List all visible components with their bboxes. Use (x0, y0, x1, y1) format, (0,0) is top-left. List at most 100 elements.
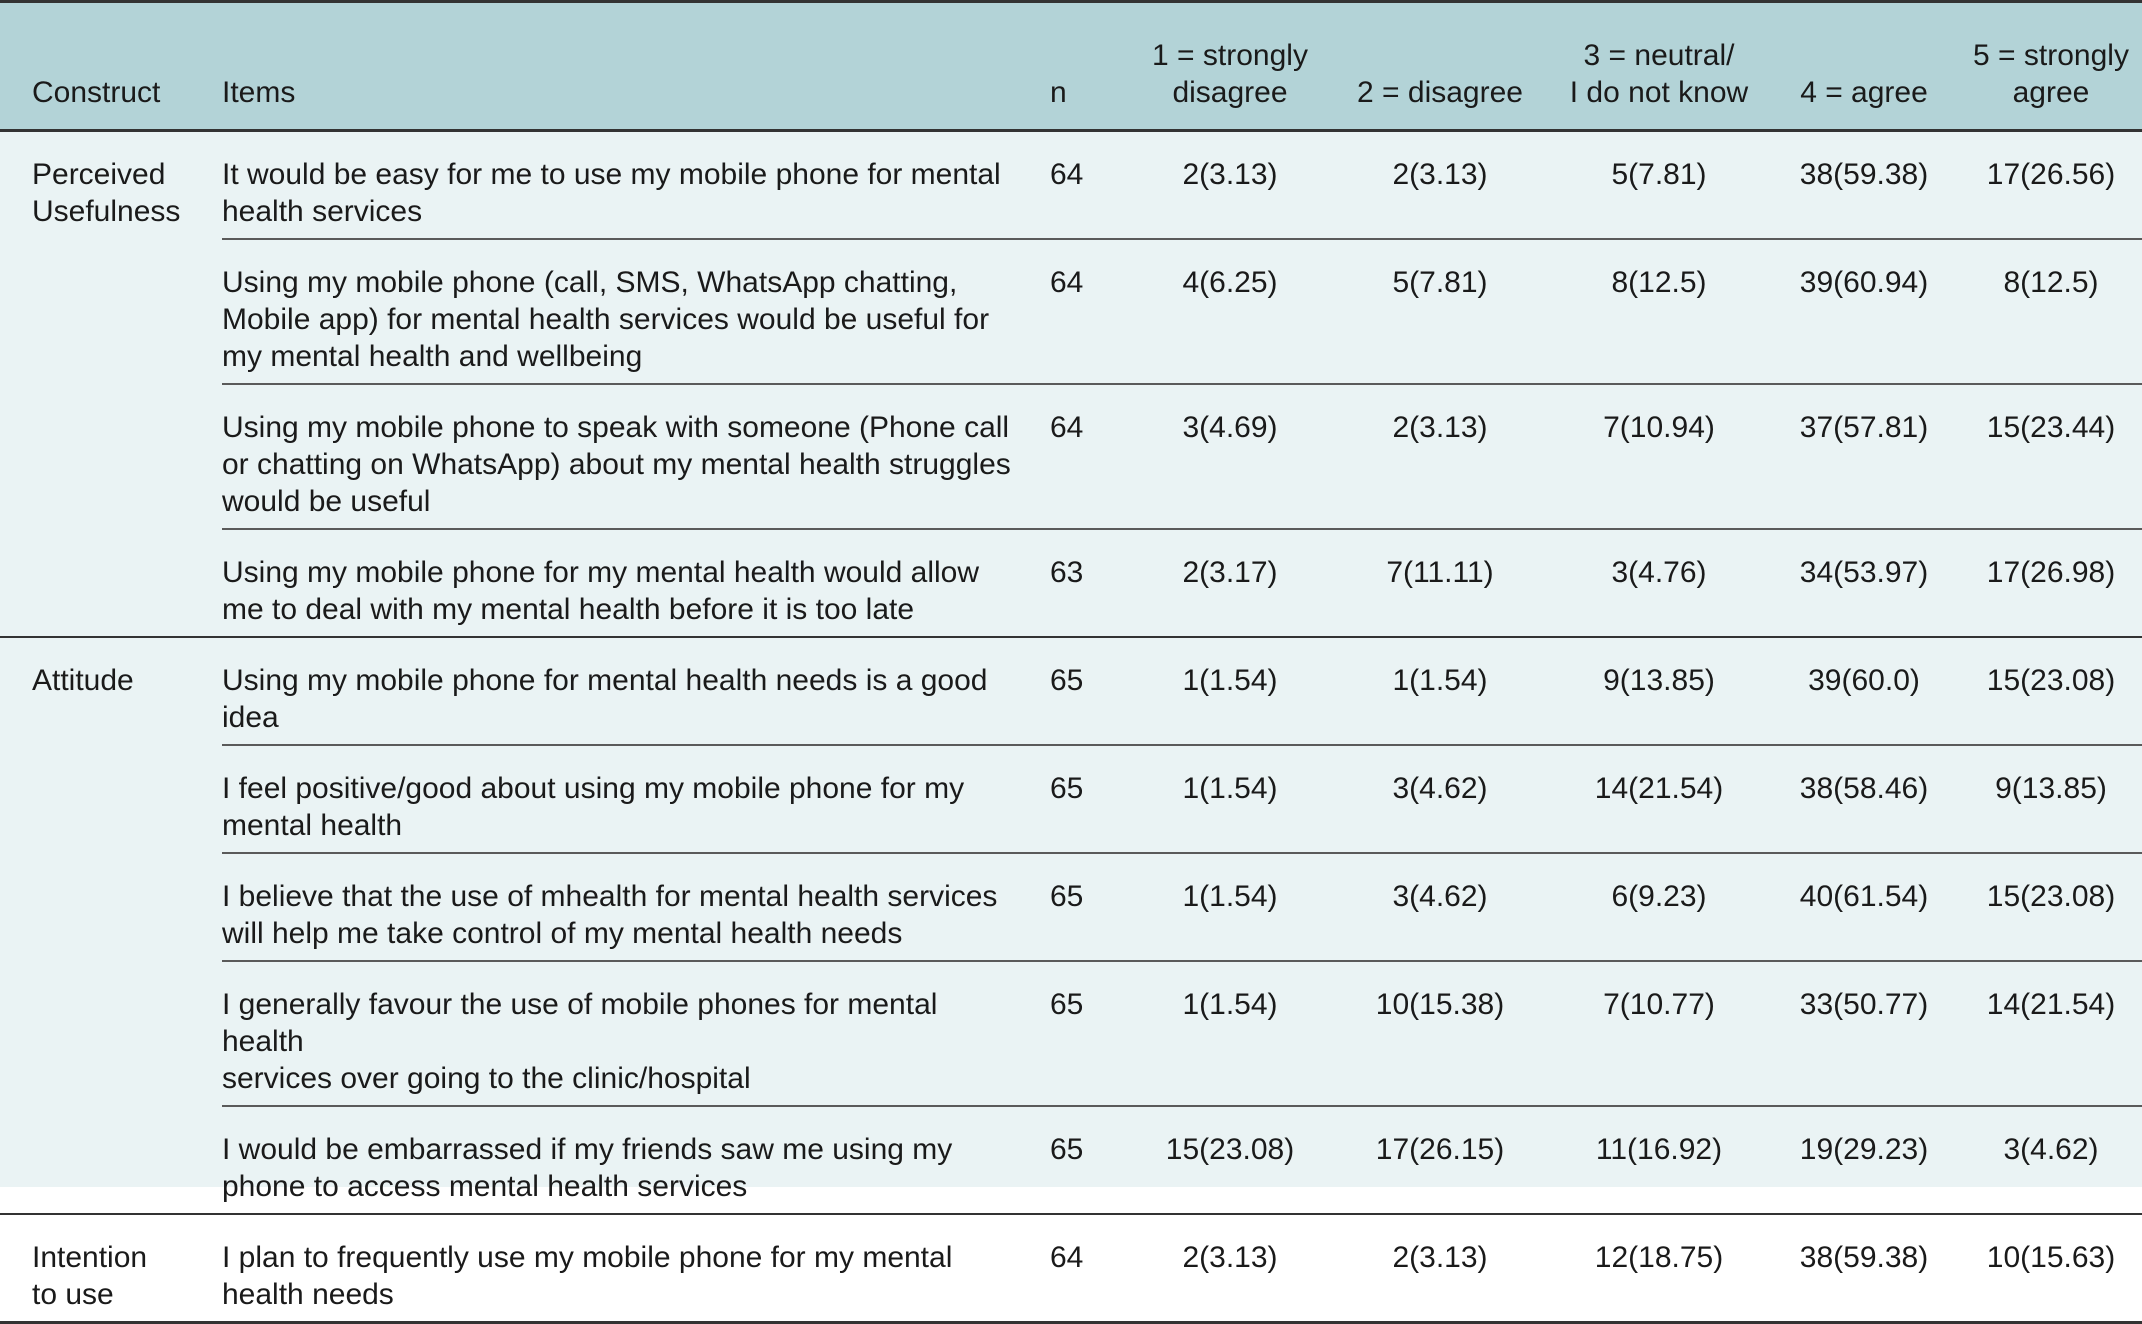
header-neutral: 3 = neutral/ I do not know (1550, 0, 1768, 132)
value-disagree: 10(15.38) (1330, 960, 1550, 1106)
value-neutral: 6(9.23) (1550, 852, 1768, 961)
value-strongly-agree: 3(4.62) (1960, 1105, 2142, 1214)
value-strongly-disagree: 3(4.69) (1130, 383, 1330, 529)
header-strongly-agree: 5 = strongly agree (1960, 0, 2142, 132)
header-neutral-line2: I do not know (1569, 76, 1749, 109)
item-cell: Using my mobile phone (call, SMS, WhatsA… (222, 238, 1050, 384)
item-line: mental health (222, 809, 403, 842)
n-cell: 64 (1050, 129, 1130, 239)
value-agree: 38(59.38) (1768, 1213, 1960, 1324)
item-line: me to deal with my mental health before … (222, 593, 915, 626)
header-strongly-agree-line2: agree (2012, 76, 2090, 109)
value-strongly-disagree: 1(1.54) (1130, 636, 1330, 745)
item-line: I plan to frequently use my mobile phone… (222, 1241, 953, 1274)
construct-label-line: Attitude (32, 664, 134, 697)
value-disagree: 17(26.15) (1330, 1105, 1550, 1214)
item-line: Using my mobile phone (call, SMS, WhatsA… (222, 266, 958, 299)
table-row: I generally favour the use of mobile pho… (0, 960, 2142, 1106)
value-neutral: 11(16.92) (1550, 1105, 1768, 1214)
table-row: I would be embarrassed if my friends saw… (0, 1105, 2142, 1214)
value-disagree: 2(3.13) (1330, 383, 1550, 529)
item-cell: I generally favour the use of mobile pho… (222, 960, 1050, 1106)
header-neutral-line1: 3 = neutral/ (1583, 39, 1735, 72)
value-neutral: 12(18.75) (1550, 1213, 1768, 1324)
table-row: Attitude Using my mobile phone for menta… (0, 636, 2142, 1214)
header-strongly-disagree: 1 = strongly disagree (1130, 0, 1330, 132)
value-disagree: 3(4.62) (1330, 852, 1550, 961)
value-strongly-agree: 17(26.56) (1960, 129, 2142, 239)
header-strongly-disagree-line2: disagree (1172, 76, 1288, 109)
value-agree: 38(59.38) (1768, 129, 1960, 239)
item-cell: It would be easy for me to use my mobile… (222, 129, 1050, 239)
value-strongly-agree: 14(21.54) (1960, 960, 2142, 1106)
n-cell: 64 (1050, 238, 1130, 384)
item-cell: I would be embarrassed if my friends saw… (222, 1105, 1050, 1214)
item-line: I believe that the use of mhealth for me… (222, 880, 998, 913)
value-neutral: 7(10.94) (1550, 383, 1768, 529)
item-cell: I plan to frequently use my mobile phone… (222, 1213, 1050, 1324)
header-row: Construct Items n 1 = strongly disagree … (0, 0, 2142, 132)
header-items: Items (222, 0, 1050, 132)
value-strongly-agree: 15(23.08) (1960, 852, 2142, 961)
value-neutral: 5(7.81) (1550, 129, 1768, 239)
n-cell: 65 (1050, 852, 1130, 961)
item-cell: I believe that the use of mhealth for me… (222, 852, 1050, 961)
item-line: It would be easy for me to use my mobile… (222, 158, 1001, 191)
item-line: services over going to the clinic/hospit… (222, 1062, 751, 1095)
item-line: I would be embarrassed if my friends saw… (222, 1133, 953, 1166)
n-cell: 64 (1050, 383, 1130, 529)
value-agree: 19(29.23) (1768, 1105, 1960, 1214)
value-strongly-disagree: 1(1.54) (1130, 744, 1330, 853)
table-row: Using my mobile phone (call, SMS, WhatsA… (0, 238, 2142, 384)
table-row: I believe that the use of mhealth for me… (0, 852, 2142, 961)
value-disagree: 2(3.13) (1330, 1213, 1550, 1324)
item-cell: Using my mobile phone for mental health … (222, 636, 1050, 745)
n-cell: 65 (1050, 636, 1130, 745)
value-strongly-agree: 8(12.5) (1960, 238, 2142, 384)
value-strongly-disagree: 1(1.54) (1130, 852, 1330, 961)
n-cell: 65 (1050, 1105, 1130, 1214)
value-strongly-disagree: 2(3.17) (1130, 528, 1330, 637)
item-cell: I feel positive/good about using my mobi… (222, 744, 1050, 853)
header-n: n (1050, 0, 1130, 132)
item-line: Using my mobile phone for my mental heal… (222, 556, 980, 589)
value-strongly-agree: 9(13.85) (1960, 744, 2142, 853)
item-line: Mobile app) for mental health services w… (222, 303, 990, 336)
value-strongly-disagree: 2(3.13) (1130, 129, 1330, 239)
value-strongly-agree: 10(15.63) (1960, 1213, 2142, 1324)
item-line: health needs (222, 1278, 394, 1311)
item-line: idea (222, 701, 279, 734)
value-agree: 39(60.0) (1768, 636, 1960, 745)
value-agree: 37(57.81) (1768, 383, 1960, 529)
value-strongly-disagree: 15(23.08) (1130, 1105, 1330, 1214)
item-line: health services (222, 195, 423, 228)
value-neutral: 9(13.85) (1550, 636, 1768, 745)
item-cell: Using my mobile phone to speak with some… (222, 383, 1050, 529)
n-cell: 65 (1050, 744, 1130, 853)
value-strongly-disagree: 2(3.13) (1130, 1213, 1330, 1324)
table-body: Perceived Usefulness It would be easy fo… (0, 129, 2142, 1324)
item-line: Using my mobile phone to speak with some… (222, 411, 1010, 444)
n-cell: 65 (1050, 960, 1130, 1106)
item-line: or chatting on WhatsApp) about my mental… (222, 448, 1011, 481)
header-construct: Construct (0, 0, 222, 132)
value-neutral: 14(21.54) (1550, 744, 1768, 853)
construct-label-line: to use (32, 1278, 114, 1311)
value-agree: 33(50.77) (1768, 960, 1960, 1106)
table-row: I feel positive/good about using my mobi… (0, 744, 2142, 853)
value-neutral: 3(4.76) (1550, 528, 1768, 637)
value-disagree: 3(4.62) (1330, 744, 1550, 853)
item-line: my mental health and wellbeing (222, 340, 643, 373)
construct-label-line: Usefulness (32, 195, 181, 228)
table-row: Using my mobile phone to speak with some… (0, 383, 2142, 529)
value-disagree: 7(11.11) (1330, 528, 1550, 637)
construct-cell: Perceived Usefulness (0, 129, 222, 637)
header-strongly-agree-line1: 5 = strongly (1973, 39, 2129, 72)
item-line: I feel positive/good about using my mobi… (222, 772, 965, 805)
value-disagree: 5(7.81) (1330, 238, 1550, 384)
value-agree: 40(61.54) (1768, 852, 1960, 961)
construct-cell: Attitude (0, 636, 222, 1214)
item-line: I generally favour the use of mobile pho… (222, 988, 938, 1058)
value-strongly-agree: 15(23.08) (1960, 636, 2142, 745)
